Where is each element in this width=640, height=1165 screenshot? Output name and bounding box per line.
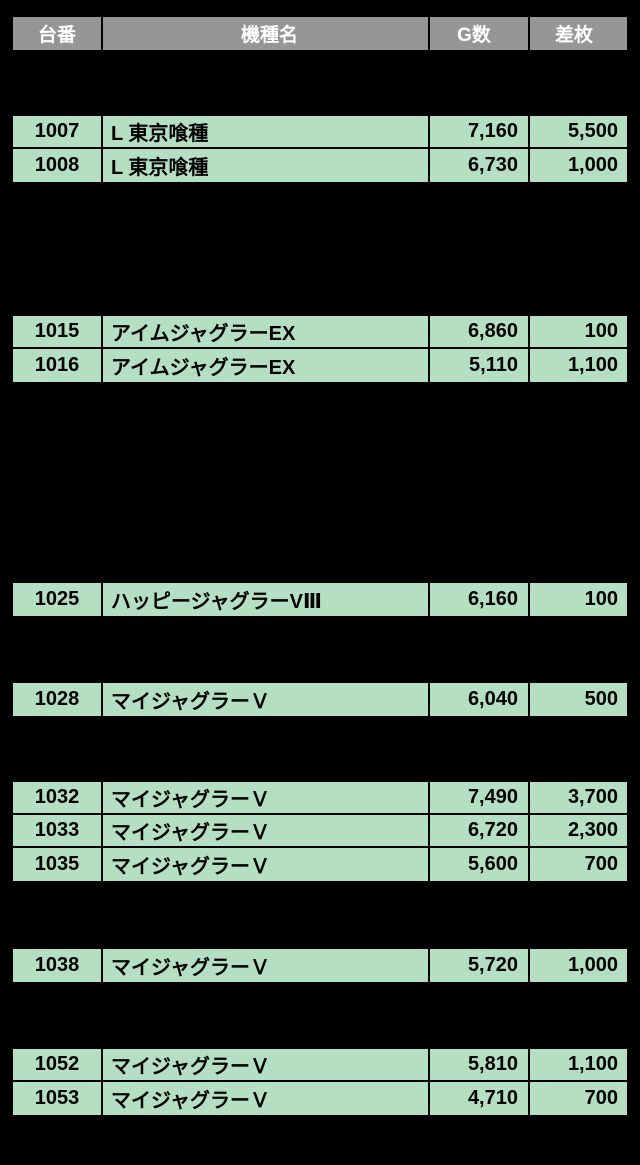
game-count-cell: 5,600 — [430, 848, 530, 881]
machine-number-cell: 1025 — [13, 583, 103, 616]
model-name-cell: ハッピージャグラーVⅢ — [103, 583, 430, 616]
diff-medals-cell: 1,100 — [530, 349, 627, 382]
table-row: 1028 マイジャグラーＶ 6,040 500 — [13, 683, 627, 716]
table-row: 1032 マイジャグラーＶ 7,490 3,700 — [13, 782, 627, 815]
table-row: 1052 マイジャグラーＶ 5,810 1,100 — [13, 1049, 627, 1082]
game-count-cell: 5,110 — [430, 349, 530, 382]
diff-medals-cell: 5,500 — [530, 116, 627, 147]
machine-number-cell: 1032 — [13, 782, 103, 813]
header-diff-medals: 差枚 — [530, 17, 627, 50]
machine-number-cell: 1008 — [13, 149, 103, 182]
machine-number-cell: 1035 — [13, 848, 103, 881]
model-name-cell: アイムジャグラーEX — [103, 316, 430, 347]
diff-medals-cell: 2,300 — [530, 815, 627, 846]
table-block-0: 1007 L 東京喰種 7,160 5,500 1008 L 東京喰種 6,73… — [13, 116, 627, 182]
model-name-cell: マイジャグラーＶ — [103, 815, 430, 846]
game-count-cell: 7,490 — [430, 782, 530, 813]
table-row: 1035 マイジャグラーＶ 5,600 700 — [13, 848, 627, 881]
header-model-name: 機種名 — [103, 17, 430, 50]
table-row: 1025 ハッピージャグラーVⅢ 6,160 100 — [13, 583, 627, 616]
diff-medals-cell: 100 — [530, 583, 627, 616]
table-row: 1015 アイムジャグラーEX 6,860 100 — [13, 316, 627, 349]
table-block-2: 1025 ハッピージャグラーVⅢ 6,160 100 — [13, 583, 627, 616]
diff-medals-cell: 1,000 — [530, 149, 627, 182]
table-row: 1038 マイジャグラーＶ 5,720 1,000 — [13, 949, 627, 982]
model-name-cell: マイジャグラーＶ — [103, 1049, 430, 1080]
diff-medals-cell: 700 — [530, 1082, 627, 1115]
model-name-cell: L 東京喰種 — [103, 116, 430, 147]
game-count-cell: 7,160 — [430, 116, 530, 147]
game-count-cell: 6,860 — [430, 316, 530, 347]
machine-number-cell: 1016 — [13, 349, 103, 382]
machine-number-cell: 1007 — [13, 116, 103, 147]
machine-number-cell: 1038 — [13, 949, 103, 982]
game-count-cell: 5,720 — [430, 949, 530, 982]
model-name-cell: マイジャグラーＶ — [103, 782, 430, 813]
table-block-4: 1032 マイジャグラーＶ 7,490 3,700 1033 マイジャグラーＶ … — [13, 782, 627, 881]
model-name-cell: マイジャグラーＶ — [103, 848, 430, 881]
table-row: 1053 マイジャグラーＶ 4,710 700 — [13, 1082, 627, 1115]
table-row: 1016 アイムジャグラーEX 5,110 1,100 — [13, 349, 627, 382]
table-block-1: 1015 アイムジャグラーEX 6,860 100 1016 アイムジャグラーE… — [13, 316, 627, 382]
machine-number-cell: 1052 — [13, 1049, 103, 1080]
table-block-3: 1028 マイジャグラーＶ 6,040 500 — [13, 683, 627, 716]
diff-medals-cell: 1,000 — [530, 949, 627, 982]
diff-medals-cell: 1,100 — [530, 1049, 627, 1080]
table-block-6: 1052 マイジャグラーＶ 5,810 1,100 1053 マイジャグラーＶ … — [13, 1049, 627, 1115]
model-name-cell: マイジャグラーＶ — [103, 1082, 430, 1115]
header-machine-number: 台番 — [13, 17, 103, 50]
table-block-5: 1038 マイジャグラーＶ 5,720 1,000 — [13, 949, 627, 982]
game-count-cell: 6,730 — [430, 149, 530, 182]
model-name-cell: アイムジャグラーEX — [103, 349, 430, 382]
game-count-cell: 6,720 — [430, 815, 530, 846]
table-row: 1007 L 東京喰種 7,160 5,500 — [13, 116, 627, 149]
table-row: 1008 L 東京喰種 6,730 1,000 — [13, 149, 627, 182]
model-name-cell: L 東京喰種 — [103, 149, 430, 182]
game-count-cell: 5,810 — [430, 1049, 530, 1080]
diff-medals-cell: 500 — [530, 683, 627, 716]
machine-number-cell: 1028 — [13, 683, 103, 716]
diff-medals-cell: 100 — [530, 316, 627, 347]
model-name-cell: マイジャグラーＶ — [103, 949, 430, 982]
header-game-count: G数 — [430, 17, 530, 50]
table-row: 1033 マイジャグラーＶ 6,720 2,300 — [13, 815, 627, 848]
machine-number-cell: 1015 — [13, 316, 103, 347]
diff-medals-cell: 700 — [530, 848, 627, 881]
diff-medals-cell: 3,700 — [530, 782, 627, 813]
game-count-cell: 6,040 — [430, 683, 530, 716]
game-count-cell: 6,160 — [430, 583, 530, 616]
model-name-cell: マイジャグラーＶ — [103, 683, 430, 716]
machine-number-cell: 1033 — [13, 815, 103, 846]
machine-number-cell: 1053 — [13, 1082, 103, 1115]
game-count-cell: 4,710 — [430, 1082, 530, 1115]
table-header-row: 台番 機種名 G数 差枚 — [13, 17, 627, 50]
